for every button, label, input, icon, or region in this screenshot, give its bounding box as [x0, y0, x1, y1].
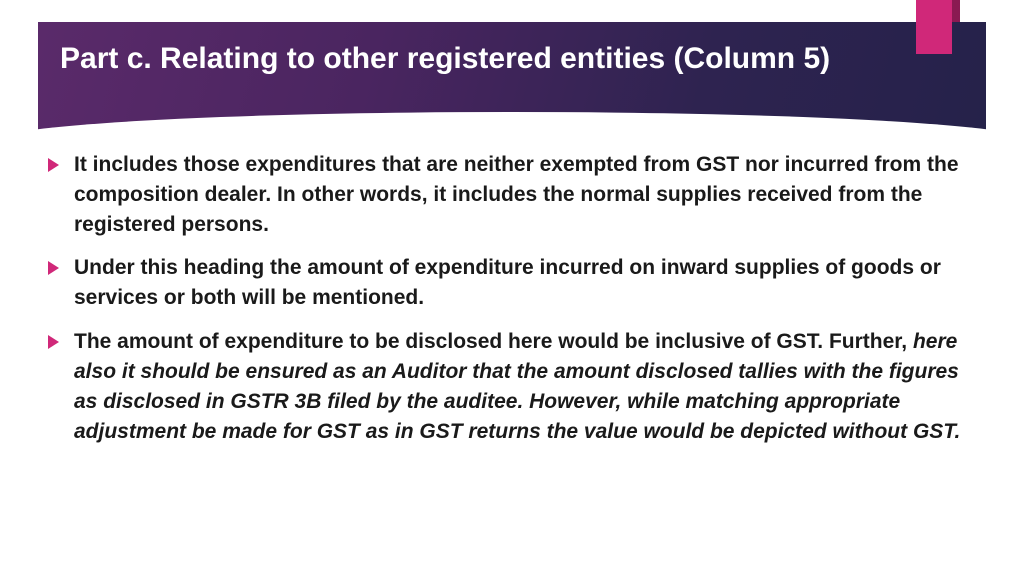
header-curve-decoration [38, 112, 986, 132]
list-item: Under this heading the amount of expendi… [44, 253, 980, 313]
title-header-band: Part c. Relating to other registered ent… [38, 22, 986, 132]
list-item: It includes those expenditures that are … [44, 150, 980, 239]
body-content: It includes those expenditures that are … [44, 150, 980, 556]
slide-title: Part c. Relating to other registered ent… [60, 40, 964, 78]
bullet-list: It includes those expenditures that are … [44, 150, 980, 446]
bullet-text-regular: Under this heading the amount of expendi… [74, 256, 941, 309]
list-item: The amount of expenditure to be disclose… [44, 327, 980, 446]
bullet-text-regular: It includes those expenditures that are … [74, 153, 959, 236]
accent-tab [916, 0, 952, 54]
bullet-text-regular: The amount of expenditure to be disclose… [74, 330, 913, 353]
